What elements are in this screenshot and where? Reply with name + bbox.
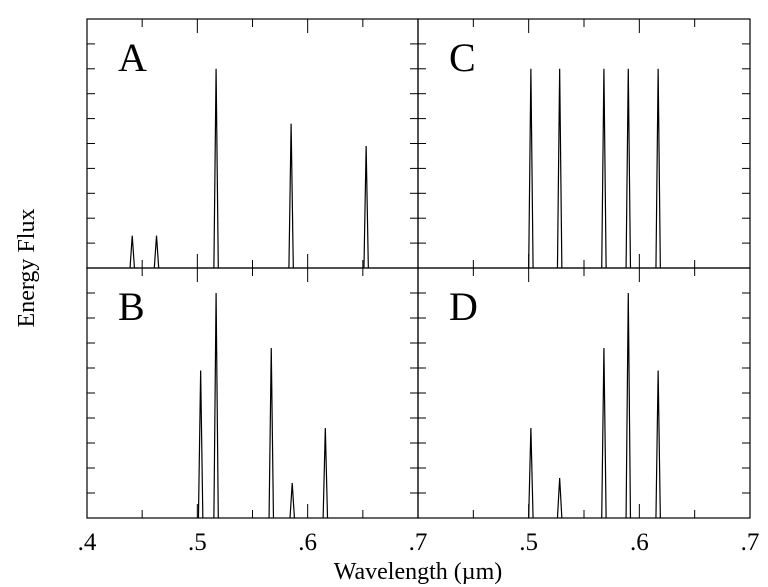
panel-label-c: C	[449, 35, 476, 80]
x-tick-label: .7	[409, 529, 428, 556]
spectral-line-d-1	[528, 427, 534, 519]
spectral-line-b-5	[322, 427, 329, 519]
spectral-line-d-5	[655, 370, 661, 519]
spectral-line-c-2	[556, 68, 563, 269]
axis-layer: .4 .5 .6 .7 .5 .6 .7	[78, 529, 760, 556]
x-tick-label: .4	[78, 529, 97, 556]
spectral-line-a-4	[288, 123, 294, 269]
spectral-line-a-2	[153, 235, 160, 269]
spectral-line-c-3	[601, 68, 607, 269]
spectral-line-c-5	[655, 68, 661, 269]
x-tick-label: .6	[630, 529, 649, 556]
x-tick-label: .7	[741, 529, 760, 556]
panel-label-b: B	[118, 284, 145, 329]
spectral-line-c-4	[625, 68, 632, 269]
panel-b: B	[86, 267, 419, 519]
spectral-line-d-4	[625, 292, 632, 519]
panel-d: D	[417, 267, 751, 519]
panels-layer: A C B D	[86, 18, 751, 519]
spectral-line-a-1	[129, 235, 136, 269]
spectral-line-c-1	[528, 68, 534, 269]
x-axis-title: Wavelength (µm)	[334, 559, 503, 585]
spectral-line-d-2	[556, 477, 563, 519]
spectral-line-b-4	[289, 482, 296, 519]
spectral-line-b-2	[213, 292, 219, 519]
x-tick-label: .5	[519, 529, 538, 556]
y-axis-title: Energy Flux	[14, 209, 40, 328]
spectral-line-a-3	[213, 68, 219, 269]
panel-c: C	[417, 18, 751, 269]
spectral-line-b-1	[197, 370, 204, 519]
x-tick-label: .6	[298, 529, 317, 556]
panel-label-d: D	[449, 284, 478, 329]
panel-label-a: A	[118, 35, 147, 80]
spectral-line-a-5	[363, 145, 369, 269]
spectral-line-b-3	[268, 347, 275, 519]
x-tick-label: .5	[188, 529, 207, 556]
spectral-line-d-3	[601, 347, 607, 519]
